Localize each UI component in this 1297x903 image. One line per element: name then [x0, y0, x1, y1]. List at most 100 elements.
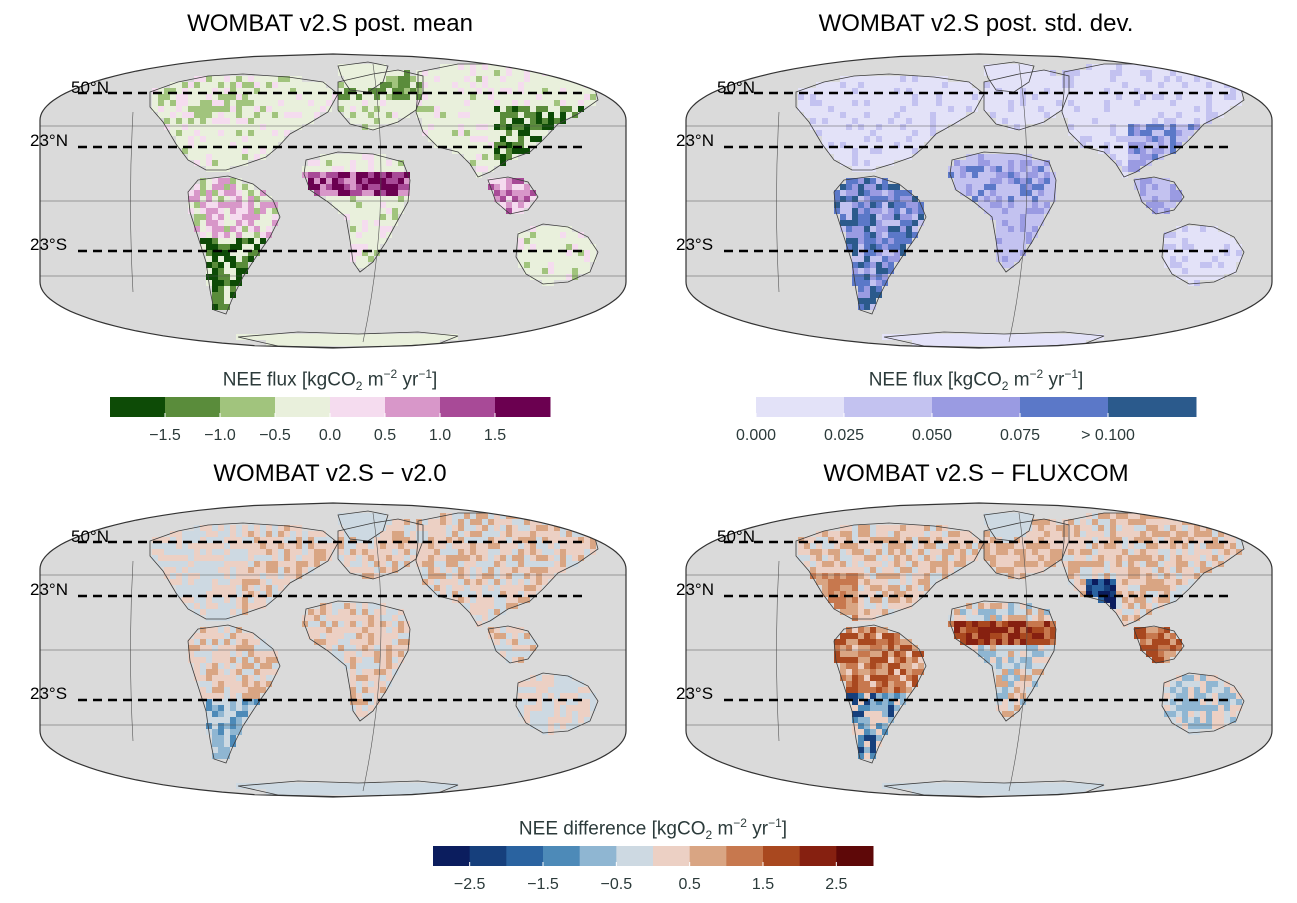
- latitude-label: 50°N: [717, 78, 755, 97]
- coastline-seasia: [1133, 176, 1185, 215]
- coastline-greenland: [337, 510, 389, 542]
- coastline-australia: [515, 223, 599, 285]
- colorbar-swatch: [756, 397, 845, 417]
- latitude-label: 23°N: [30, 131, 68, 150]
- coastline-seasia: [487, 625, 539, 664]
- colorbar-sd: 0.000 0.025 0.050 0.075 > 0.100: [736, 397, 1197, 444]
- colorbar-tick-label: 2.5: [825, 876, 847, 893]
- colorbar-swatch: [1108, 397, 1197, 417]
- coastline-greenland: [983, 61, 1035, 93]
- coastline-seasia: [487, 176, 539, 215]
- colorbar-swatch: [330, 397, 386, 417]
- colorbar-tick-label: 1.5: [752, 876, 774, 893]
- map-posterior-mean: 50°N 23°N 23°S: [30, 53, 627, 349]
- coastline-southAmerica: [833, 624, 927, 764]
- colorbar-swatch: [844, 397, 933, 417]
- colorbar-swatch: [220, 397, 276, 417]
- coastline-northAmerica: [795, 522, 985, 620]
- colorbar-swatch: [836, 846, 874, 866]
- flux-grid: [152, 513, 596, 795]
- colorbar-tick-label: 0.5: [679, 876, 701, 893]
- colorbar-title-sd: NEE flux [kgCO2 m−2 yr−1]: [868, 367, 1084, 394]
- colorbar-swatch: [440, 397, 496, 417]
- colorbar-title-mean: NEE flux [kgCO2 m−2 yr−1]: [222, 367, 438, 394]
- colorbar-diff: −2.5 −1.5 −0.5 0.5 1.5 2.5: [433, 846, 874, 893]
- colorbar-title-diff: NEE difference [kgCO2 m−2 yr−1]: [518, 816, 788, 843]
- coastline-australia: [515, 672, 599, 734]
- colorbar-mean: −1.5 −1.0 −0.5 0.0 0.5 1.0 1.5: [110, 397, 551, 444]
- coastline-southAmerica: [187, 624, 281, 764]
- colorbar-swatch: [726, 846, 764, 866]
- colorbar-swatch: [495, 397, 551, 417]
- colorbar-swatch: [110, 397, 166, 417]
- coastline-greenland: [337, 61, 389, 93]
- meridian-line: [130, 111, 134, 293]
- coastline-africa: [303, 151, 411, 273]
- meridian-line: [776, 111, 780, 293]
- meridian-line: [1008, 512, 1028, 792]
- colorbar-swatch: [616, 846, 654, 866]
- colorbar-swatch: [763, 846, 801, 866]
- latitude-label: 23°N: [676, 131, 714, 150]
- latitude-label: 23°S: [30, 684, 67, 703]
- colorbar-swatch: [653, 846, 691, 866]
- flux-grid: [798, 513, 1242, 795]
- latitude-label: 23°N: [30, 580, 68, 599]
- colorbar-tick-label: > 0.100: [1081, 427, 1135, 444]
- colorbar-swatch: [275, 397, 331, 417]
- panel-title-sd: WOMBAT v2.S post. std. dev.: [818, 10, 1134, 37]
- colorbar-swatch: [506, 846, 544, 866]
- colorbar-swatch: [799, 846, 837, 866]
- colorbar-tick-label: 0.000: [736, 427, 776, 444]
- coastline-northAmerica: [149, 522, 339, 620]
- colorbar-tick-label: −0.5: [259, 427, 291, 444]
- colorbar-swatch: [433, 846, 471, 866]
- map-border: [685, 502, 1273, 798]
- colorbar-tick-label: 0.5: [374, 427, 396, 444]
- map-diff-fluxcom: 50°N 23°N 23°S: [676, 502, 1273, 798]
- latitude-label: 23°S: [30, 235, 67, 254]
- colorbar-tick-label: −1.5: [527, 876, 559, 893]
- colorbar-swatch: [932, 397, 1021, 417]
- meridian-line: [362, 512, 382, 792]
- colorbar-tick-label: 0.025: [824, 427, 864, 444]
- latitude-label: 50°N: [71, 527, 109, 546]
- latitude-label: 23°S: [676, 684, 713, 703]
- panel-title-diff-v20: WOMBAT v2.S − v2.0: [213, 460, 447, 487]
- latitude-label: 23°N: [676, 580, 714, 599]
- map-border: [39, 502, 627, 798]
- colorbar-tick-label: 1.0: [429, 427, 451, 444]
- colorbar-tick-label: 0.050: [912, 427, 952, 444]
- colorbar-tick-label: −2.5: [454, 876, 486, 893]
- latitude-label: 50°N: [71, 78, 109, 97]
- colorbar-swatch: [579, 846, 617, 866]
- map-border: [39, 53, 627, 349]
- latitude-label: 50°N: [717, 527, 755, 546]
- map-posterior-std-dev: 50°N 23°N 23°S: [676, 53, 1273, 349]
- colorbar-tick-label: −0.5: [601, 876, 633, 893]
- meridian-line: [776, 560, 780, 742]
- colorbar-swatch: [165, 397, 221, 417]
- colorbar-swatch: [385, 397, 441, 417]
- meridian-line: [362, 63, 382, 343]
- coastline-australia: [1161, 223, 1245, 285]
- coastline-australia: [1161, 672, 1245, 734]
- coastline-southAmerica: [833, 175, 927, 315]
- colorbar-tick-label: −1.0: [204, 427, 236, 444]
- colorbar-swatch: [543, 846, 581, 866]
- coastline-northAmerica: [149, 73, 339, 171]
- coastline-northAmerica: [795, 73, 985, 171]
- flux-grid: [152, 64, 596, 346]
- panel-title-mean: WOMBAT v2.S post. mean: [187, 10, 473, 37]
- map-border: [685, 53, 1273, 349]
- colorbar-swatch: [469, 846, 507, 866]
- meridian-line: [1008, 63, 1028, 343]
- colorbar-swatch: [1020, 397, 1109, 417]
- colorbar-tick-label: −1.5: [149, 427, 181, 444]
- panel-title-diff-fluxcom: WOMBAT v2.S − FLUXCOM: [823, 460, 1129, 487]
- coastline-africa: [949, 600, 1057, 722]
- coastline-seasia: [1133, 625, 1185, 664]
- latitude-label: 23°S: [676, 235, 713, 254]
- colorbar-tick-label: 0.0: [319, 427, 341, 444]
- coastline-greenland: [983, 510, 1035, 542]
